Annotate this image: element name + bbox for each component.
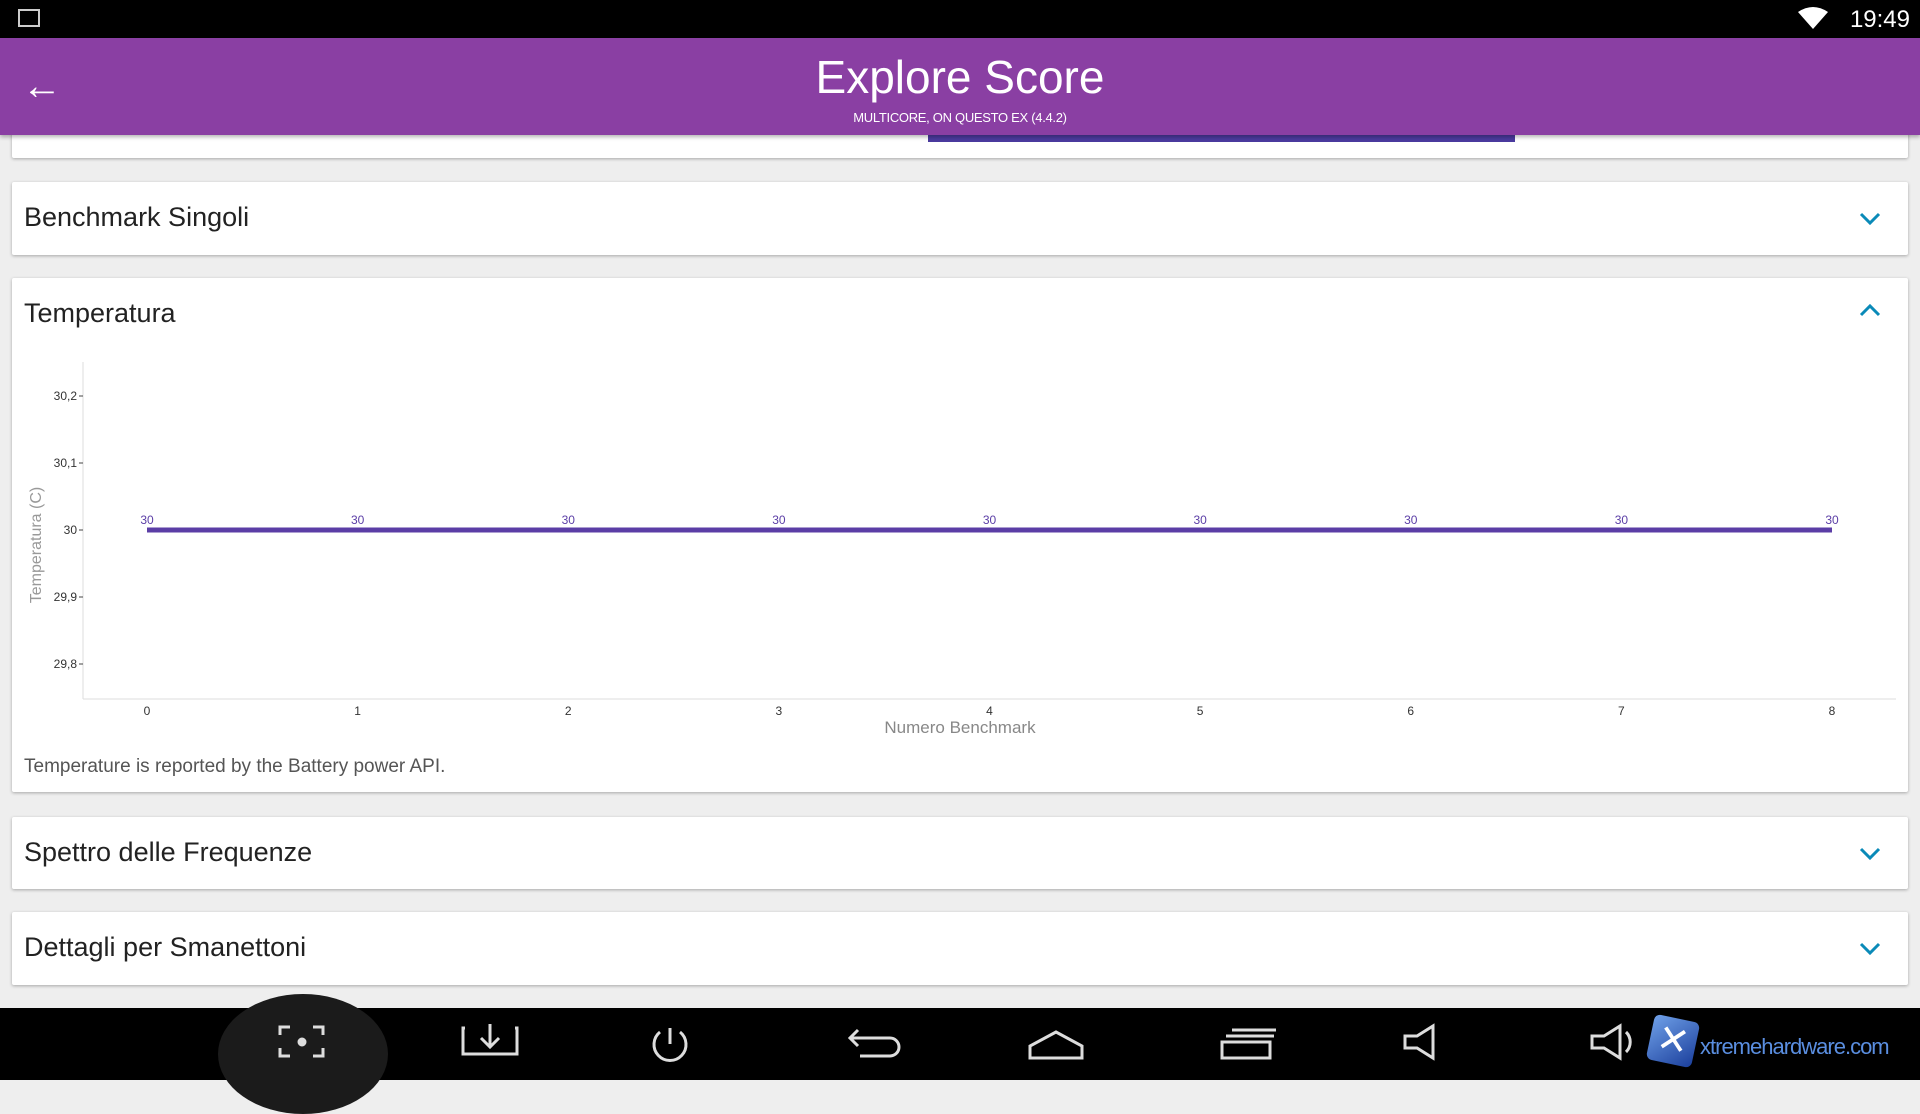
section-temperatura: Temperatura 30,2 30,1 30 29,9 29,8 0 1 2 3 4 5 6 7 8 N… (12, 278, 1908, 792)
data-label: 30 (562, 513, 576, 527)
volume-up-icon[interactable] (1590, 1023, 1632, 1061)
data-label: 30 (1404, 513, 1418, 527)
page-title: Explore Score (815, 51, 1105, 103)
status-bar: 19:49 (0, 0, 1920, 38)
image-icon (18, 9, 40, 27)
wifi-icon (1798, 7, 1828, 29)
section-title: Spettro delle Frequenze (24, 837, 313, 867)
temperature-chart: 30,2 30,1 30 29,9 29,8 0 1 2 3 4 5 6 7 8 Numero Benchm… (28, 362, 1896, 737)
section-dettagli[interactable]: Dettagli per Smanettoni (12, 912, 1908, 985)
y-tick-label: 30,1 (54, 456, 78, 470)
back-icon[interactable] (847, 1028, 901, 1058)
nav-icons (278, 1023, 1632, 1062)
app-bar: ← Explore Score MULTICORE, ON QUESTO EX … (0, 38, 1920, 135)
chevron-up-icon[interactable] (1856, 297, 1884, 325)
y-tick-label: 29,8 (54, 657, 78, 671)
volume-down-icon[interactable] (1403, 1023, 1435, 1061)
chevron-down-icon[interactable] (1856, 934, 1884, 962)
recents-icon[interactable] (1220, 1028, 1276, 1060)
download-icon[interactable] (461, 1024, 519, 1056)
section-title[interactable]: Temperatura (24, 298, 176, 328)
section-title: Dettagli per Smanettoni (24, 932, 307, 962)
x-tick-label: 4 (986, 704, 993, 718)
data-label: 30 (1193, 513, 1207, 527)
x-tick-label: 5 (1197, 704, 1204, 718)
watermark-logo: ✕ (1645, 1013, 1701, 1069)
score-bar (928, 135, 1515, 142)
x-tick-label: 2 (565, 704, 572, 718)
x-tick-label: 3 (776, 704, 783, 718)
x-axis-label: Numero Benchmark (884, 718, 1036, 737)
x-tick-label: 8 (1829, 704, 1836, 718)
data-label: 30 (351, 513, 365, 527)
y-tick-label: 30 (64, 523, 78, 537)
data-label: 30 (772, 513, 786, 527)
chevron-down-icon[interactable] (1856, 204, 1884, 232)
x-tick-label: 1 (354, 704, 361, 718)
y-tick-label: 30,2 (54, 389, 78, 403)
chevron-down-icon[interactable] (1856, 839, 1884, 867)
section-spettro[interactable]: Spettro delle Frequenze (12, 817, 1908, 889)
data-label: 30 (140, 513, 154, 527)
x-tick-label: 7 (1618, 704, 1625, 718)
arrow-left-icon[interactable]: ← (22, 64, 62, 108)
data-label: 30 (1825, 513, 1839, 527)
page-subtitle: MULTICORE, ON QUESTO EX (4.4.2) (853, 110, 1067, 125)
y-tick-label: 29,9 (54, 590, 78, 604)
screenshot-icon[interactable] (278, 1025, 325, 1058)
clock: 19:49 (1849, 6, 1910, 33)
power-icon[interactable] (652, 1028, 688, 1062)
section-benchmark-singoli[interactable]: Benchmark Singoli (12, 182, 1908, 255)
data-label: 30 (1615, 513, 1629, 527)
x-tick-label: 6 (1407, 704, 1414, 718)
watermark-text: xtremehardware.com (1700, 1034, 1890, 1059)
section-title: Benchmark Singoli (24, 202, 250, 232)
x-tick-label: 0 (144, 704, 151, 718)
chart-note: Temperature is reported by the Battery p… (24, 756, 446, 777)
home-icon[interactable] (1028, 1030, 1084, 1060)
y-axis-label: Temperatura (C) (28, 487, 45, 603)
data-label: 30 (983, 513, 997, 527)
